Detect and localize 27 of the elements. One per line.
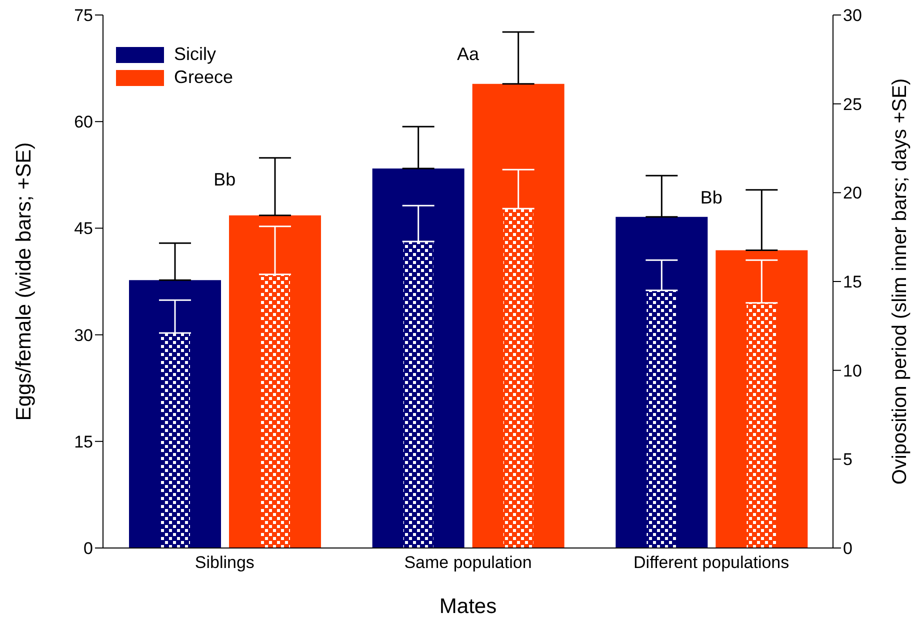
legend-label: Greece bbox=[174, 67, 234, 88]
x-tick-label: Same population bbox=[404, 553, 532, 572]
x-axis-title: Mates bbox=[439, 595, 497, 618]
y2-tick-label: 20 bbox=[843, 184, 862, 203]
y-axis-title: Eggs/female (wide bars; +SE) bbox=[12, 142, 36, 421]
x-tick-label: Different populations bbox=[634, 553, 790, 572]
y2-tick-label: 25 bbox=[843, 94, 862, 114]
y2-tick-label: 10 bbox=[843, 361, 862, 380]
x-tick-label: Siblings bbox=[194, 553, 254, 572]
annotation: Bb bbox=[214, 170, 236, 190]
legend-label: Sicily bbox=[174, 44, 216, 65]
bar bbox=[260, 274, 290, 548]
y-tick-label: 15 bbox=[74, 432, 93, 452]
y-tick-label: 60 bbox=[74, 112, 93, 132]
y2-tick-label: 0 bbox=[843, 539, 852, 558]
bar bbox=[503, 208, 534, 548]
y2-axis-title: Oviposition period (slim inner bars; days +SE) bbox=[889, 78, 912, 485]
y2-tick-label: 15 bbox=[843, 272, 862, 292]
y2-tick-label: 30 bbox=[843, 6, 862, 26]
y-tick-label: 75 bbox=[74, 6, 93, 26]
y-tick-label: 0 bbox=[84, 539, 93, 558]
annotation: Bb bbox=[700, 187, 722, 208]
annotation: Aa bbox=[456, 44, 480, 64]
y-tick-label: 45 bbox=[74, 219, 93, 238]
y2-tick-label: 5 bbox=[843, 450, 852, 470]
bar bbox=[160, 333, 190, 548]
y-tick-label: 30 bbox=[74, 326, 93, 345]
